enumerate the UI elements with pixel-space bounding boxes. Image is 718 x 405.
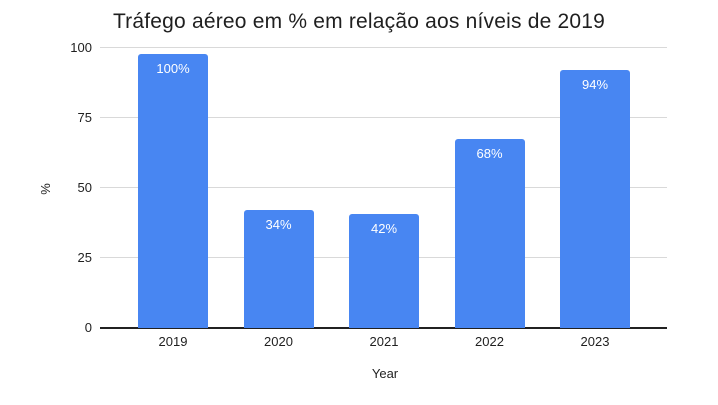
bar-2022[interactable]: 68% [454, 139, 525, 328]
x-tick-label-2023: 2023 [580, 334, 610, 349]
gridline-50 [100, 187, 667, 188]
gridline-75 [100, 117, 667, 118]
x-tick-label-2022: 2022 [475, 334, 504, 349]
bar-2020[interactable]: 34% [243, 210, 314, 328]
y-tick-label-50: 50 [77, 180, 92, 195]
x-axis-line [100, 327, 667, 329]
bar-value-label-2021: 42% [370, 221, 398, 237]
x-tick-label-2020: 2020 [264, 334, 293, 349]
y-axis-title: % [38, 183, 53, 195]
bar-value-label-2022: 68% [476, 146, 503, 161]
bar-2021[interactable]: 42% [349, 214, 419, 328]
y-tick-label-0: 0 [84, 320, 92, 335]
bar-value-label-2020: 34% [265, 217, 292, 233]
bar-value-label-2023: 94% [581, 77, 609, 93]
bar-value-label-2019: 100% [156, 60, 190, 76]
gridline-100 [100, 47, 667, 48]
x-tick-label-2019: 2019 [158, 334, 188, 349]
y-tick-label-100: 100 [70, 40, 92, 55]
plot-area: 100% 34% 42% 68% 94% [100, 47, 667, 329]
bar-2019[interactable]: 100% [138, 53, 208, 328]
chart-title: Tráfego aéreo em % em relação aos níveis… [112, 10, 606, 33]
bar-2023[interactable]: 94% [560, 70, 630, 328]
y-tick-label-75: 75 [77, 110, 92, 125]
y-tick-label-25: 25 [77, 250, 92, 265]
x-tick-label-2021: 2021 [369, 334, 399, 349]
x-axis-title: Year [371, 366, 399, 381]
